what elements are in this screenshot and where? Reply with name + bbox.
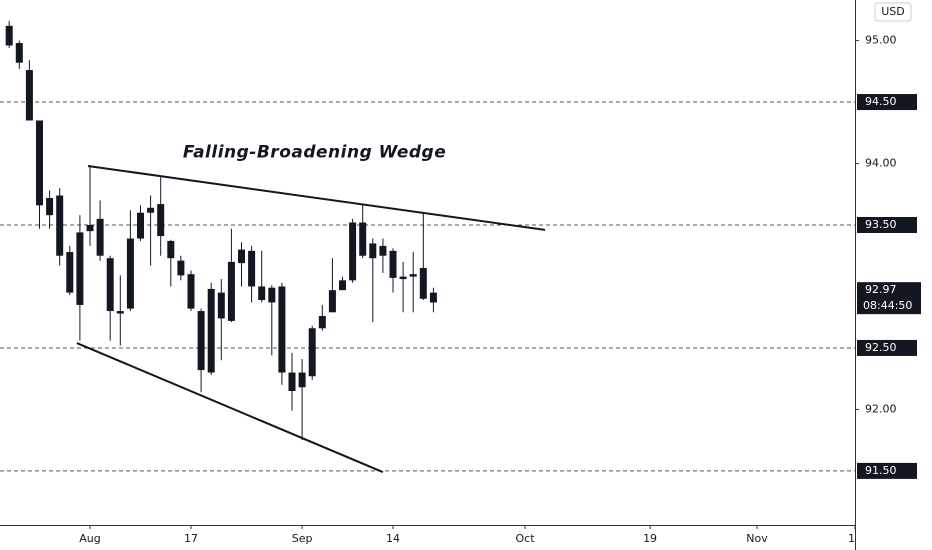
level-label: 94.50 bbox=[865, 95, 897, 108]
candle-body bbox=[308, 328, 316, 377]
y-tick-label: 94.00 bbox=[865, 157, 897, 170]
candle-body bbox=[147, 207, 155, 213]
last-price-bg bbox=[857, 282, 921, 315]
candle-body bbox=[389, 250, 397, 278]
currency-box bbox=[874, 2, 912, 22]
candle-body bbox=[288, 372, 296, 391]
candle-body bbox=[409, 274, 417, 277]
candle-body bbox=[238, 249, 246, 264]
x-tick-label: Oct bbox=[516, 532, 536, 545]
candle-body bbox=[167, 240, 175, 259]
candle-body bbox=[46, 197, 54, 216]
candle-body bbox=[217, 292, 225, 319]
candle-body bbox=[5, 25, 13, 46]
x-tick-label: 14 bbox=[386, 532, 400, 545]
candle-body bbox=[76, 232, 84, 305]
candle-body bbox=[116, 311, 124, 314]
candle-body bbox=[86, 225, 94, 232]
candle-body bbox=[298, 372, 306, 388]
trend-line bbox=[76, 342, 384, 474]
candle-body bbox=[25, 70, 33, 121]
level-label-bg bbox=[857, 217, 917, 233]
level-label-bg bbox=[857, 94, 917, 111]
corner-bg bbox=[856, 526, 932, 550]
candle-body bbox=[339, 280, 347, 291]
candle-body bbox=[106, 258, 114, 312]
candle-body bbox=[197, 311, 205, 371]
candle-body bbox=[207, 288, 215, 373]
level-label: 91.50 bbox=[865, 464, 897, 477]
candle-body bbox=[187, 274, 195, 309]
pattern-label: Falling-Broadening Wedge bbox=[183, 142, 446, 162]
candle-body bbox=[399, 276, 407, 280]
candle-body bbox=[96, 218, 104, 256]
candle-body bbox=[35, 120, 43, 206]
candle-body bbox=[369, 243, 377, 259]
level-label: 92.50 bbox=[865, 341, 897, 354]
level-label-bg bbox=[857, 462, 917, 479]
candle-body bbox=[177, 260, 185, 276]
x-tick-label: Aug bbox=[79, 532, 100, 545]
countdown-label: 08:44:50 bbox=[863, 299, 912, 312]
candle-body bbox=[268, 287, 276, 303]
candle-body bbox=[419, 268, 427, 299]
level-label-bg bbox=[857, 339, 917, 356]
candle-body bbox=[136, 212, 144, 239]
candle-body bbox=[258, 286, 266, 300]
candle-body bbox=[157, 204, 165, 237]
candle-body bbox=[379, 245, 387, 256]
price-axis-bg bbox=[855, 0, 932, 550]
x-tick-label: Sep bbox=[292, 532, 313, 545]
candle-body bbox=[328, 290, 336, 313]
candle-body bbox=[349, 222, 357, 281]
x-tick-label: 19 bbox=[643, 532, 657, 545]
candle-body bbox=[248, 250, 256, 287]
candle-body bbox=[15, 43, 23, 63]
x-tick-label: Nov bbox=[746, 532, 768, 545]
candle-body bbox=[56, 195, 64, 256]
trend-line bbox=[87, 164, 546, 231]
candle-body bbox=[66, 252, 74, 293]
candle-body bbox=[429, 292, 437, 303]
x-tick-label: 17 bbox=[184, 532, 198, 545]
candle-body bbox=[318, 315, 326, 329]
candle-body bbox=[278, 286, 286, 373]
candle-body bbox=[227, 261, 235, 321]
y-tick-label: 92.00 bbox=[865, 402, 897, 415]
currency-label: USD bbox=[881, 5, 905, 18]
candle-body bbox=[126, 238, 134, 309]
last-price-label: 92.97 bbox=[865, 283, 897, 296]
level-label: 93.50 bbox=[865, 218, 897, 231]
candle-body bbox=[359, 222, 367, 256]
y-tick-label: 95.00 bbox=[865, 34, 897, 47]
